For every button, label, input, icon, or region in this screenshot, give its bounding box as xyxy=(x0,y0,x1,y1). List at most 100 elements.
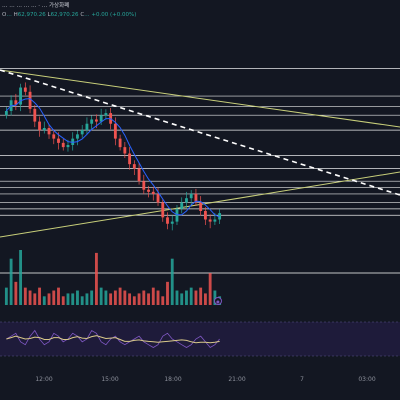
volume-bar xyxy=(66,293,70,305)
change-value: +0.00 (+0.00%) xyxy=(91,12,137,18)
volume-bar xyxy=(203,293,207,305)
candle-body xyxy=(218,213,222,220)
time-tick-label: 18:00 xyxy=(164,376,181,383)
candle-body xyxy=(180,202,184,209)
ohlc-readout: O… H62,970.26 L62,970.26 C… +0.00 (+0.00… xyxy=(2,12,136,19)
volume-bar xyxy=(170,258,174,305)
volume-bar xyxy=(156,290,160,305)
time-tick-label: 03:00 xyxy=(358,376,375,383)
candle-body xyxy=(113,123,117,139)
candle-body xyxy=(4,110,8,116)
low-value: 62,970.26 xyxy=(50,12,79,18)
candle-body xyxy=(128,153,132,165)
volume-bar xyxy=(4,287,8,305)
volume-bar xyxy=(61,296,65,305)
volume-bar xyxy=(147,293,150,305)
volume-bar xyxy=(52,290,56,305)
candle-body xyxy=(142,181,146,190)
symbol-title[interactable]: … … … … … · … 가상화폐 xyxy=(2,3,69,10)
candle-body xyxy=(123,147,127,154)
candle-body xyxy=(208,219,212,222)
horizontal-levels[interactable] xyxy=(0,68,400,216)
candle-body xyxy=(66,145,70,148)
volume-bar xyxy=(137,293,141,305)
volume-bar xyxy=(47,293,51,305)
volume-bar xyxy=(118,287,122,305)
dashed-trendline[interactable] xyxy=(0,69,400,196)
volume-bar xyxy=(185,290,188,305)
candle-body xyxy=(104,113,108,116)
volume-bar xyxy=(142,290,146,305)
volume-bar xyxy=(104,290,108,305)
open-value: … xyxy=(6,12,12,18)
volume-bar xyxy=(180,293,184,305)
volume-bar xyxy=(161,296,165,305)
candle-body xyxy=(118,138,122,148)
volume-bars xyxy=(4,250,222,305)
indicator-badge-glyph: ● xyxy=(216,299,220,304)
volume-bar xyxy=(208,273,212,305)
candle-body xyxy=(28,91,32,109)
oscillator-zone xyxy=(0,322,400,356)
volume-bar xyxy=(9,258,13,305)
close-value: … xyxy=(84,12,90,18)
oscillator-signal-line xyxy=(6,335,220,344)
volume-bar xyxy=(151,287,155,305)
volume-bar xyxy=(113,290,117,305)
high-value: 62,970.26 xyxy=(17,12,46,18)
time-tick-label: 12:00 xyxy=(35,376,52,383)
volume-bar xyxy=(132,296,136,305)
candle-body xyxy=(147,189,150,192)
symbol-name: … … … … … · … xyxy=(2,3,48,9)
candle-body xyxy=(199,202,203,211)
candle-body xyxy=(161,202,165,218)
trendlines[interactable] xyxy=(0,69,400,238)
candle-body xyxy=(85,123,89,131)
candle-body xyxy=(203,210,207,220)
candle-body xyxy=(189,193,193,199)
candles xyxy=(4,82,222,231)
volume-bar xyxy=(57,287,60,305)
candle-body xyxy=(94,119,98,122)
volume-bar xyxy=(76,290,79,305)
candle-body xyxy=(33,108,37,122)
volume-bar xyxy=(71,293,75,305)
volume-bar xyxy=(85,293,89,305)
candle-body xyxy=(166,217,169,224)
candle-body xyxy=(90,119,94,124)
volume-bar xyxy=(123,290,127,305)
volume-bar xyxy=(109,293,113,305)
volume-bar xyxy=(94,252,98,305)
candle-body xyxy=(19,87,23,105)
high-label: H xyxy=(13,12,18,18)
candle-body xyxy=(156,193,160,203)
volume-bar xyxy=(14,281,18,305)
candle-body xyxy=(137,168,141,182)
symbol-suffix: 가상화폐 xyxy=(49,3,70,9)
chart-legend-header: … … … … … · … 가상화폐 O… H62,970.26 L62,970… xyxy=(0,0,400,24)
candle-body xyxy=(57,138,60,143)
time-tick-label: 15:00 xyxy=(101,376,118,383)
candle-body xyxy=(99,115,103,122)
volume-bar xyxy=(166,281,169,305)
candle-body xyxy=(14,100,18,105)
upper-trendline[interactable] xyxy=(0,69,400,128)
volume-bar xyxy=(128,293,132,305)
candle-body xyxy=(194,193,198,203)
volume-bar xyxy=(28,290,32,305)
volume-bar xyxy=(99,287,103,305)
candle-body xyxy=(71,138,75,145)
low-label: L xyxy=(47,12,51,18)
volume-bar xyxy=(90,290,94,305)
candle-body xyxy=(185,198,188,203)
time-tick-label: 7 xyxy=(300,376,304,383)
volume-bar xyxy=(194,290,198,305)
volume-bar xyxy=(19,250,23,305)
volume-bar xyxy=(175,290,179,305)
candle-body xyxy=(151,191,155,194)
close-label: C xyxy=(80,12,85,18)
candle-body xyxy=(52,134,56,139)
time-axis[interactable]: 12:00 15:00 18:00 21:00 7 03:00 xyxy=(35,376,375,383)
indicator-badge[interactable]: ● xyxy=(214,297,222,305)
